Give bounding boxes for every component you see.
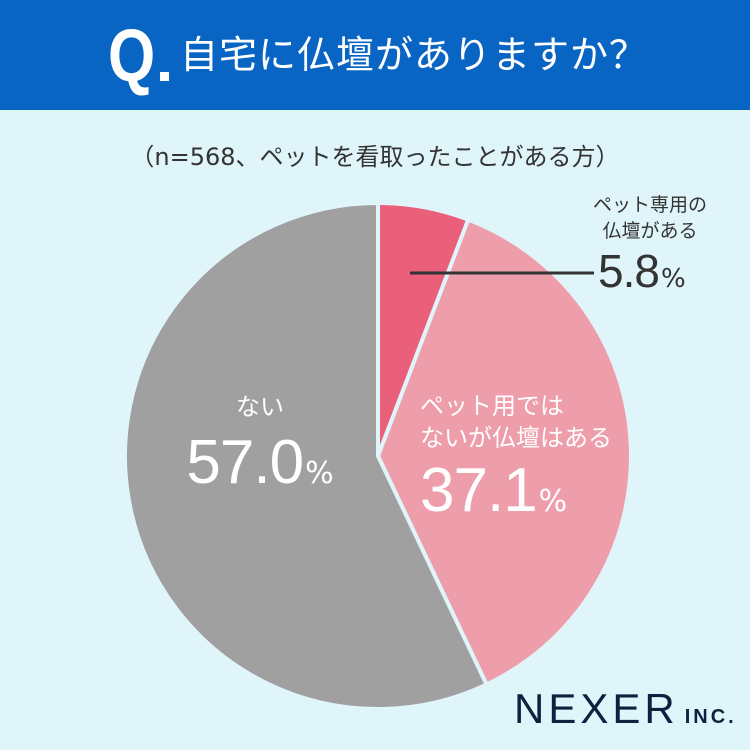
value-unit: %: [538, 484, 568, 519]
label-text: ペット専用の: [592, 194, 707, 216]
q-dot: [160, 72, 169, 81]
value-number: 37.1: [420, 456, 538, 525]
q-mark: Q: [108, 14, 156, 97]
sample-note: （n=568、ペットを看取ったことがある方）: [130, 143, 620, 171]
label-pet-only: ペット専用の 仏壇がある: [570, 192, 730, 244]
logo-name: NEXER: [514, 685, 679, 732]
question-title: 自宅に仏壇がありますか？: [180, 33, 649, 77]
label-not-pet: ペット用では ないが仏壇はある 37.1%: [420, 390, 612, 524]
nexer-logo: NEXER INC.: [514, 686, 737, 740]
label-text: ペット用では: [420, 392, 564, 420]
logo-suffix: INC.: [684, 706, 737, 728]
pie-slice: [376, 217, 633, 687]
value-number: 5.8: [598, 245, 660, 297]
pie-slice: [123, 201, 489, 711]
value-unit: %: [660, 264, 686, 294]
label-none: ない 57.0%: [170, 392, 350, 496]
value-number: 57.0: [186, 428, 304, 497]
value-unit: %: [305, 456, 334, 491]
question-header: Q 自宅に仏壇がありますか？: [0, 0, 750, 110]
label-text: ない: [236, 393, 284, 421]
value-pet-only: 5.8%: [598, 246, 686, 296]
label-text: ないが仏壇はある: [420, 424, 612, 452]
label-text: 仏壇がある: [602, 220, 698, 242]
